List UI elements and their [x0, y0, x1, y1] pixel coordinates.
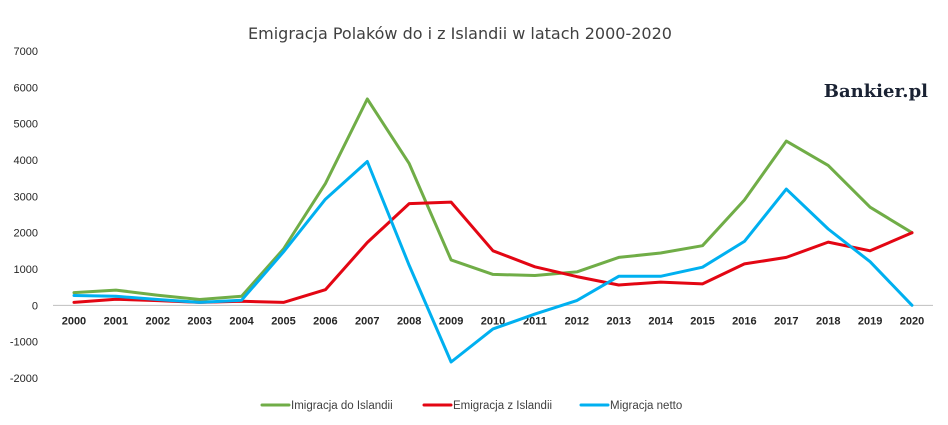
- x-tick-label: 2003: [187, 315, 211, 327]
- chart-title: Emigracja Polaków do i z Islandii w lata…: [248, 24, 672, 43]
- x-tick-label: 2017: [774, 315, 798, 327]
- y-tick-label: 1000: [14, 264, 38, 276]
- y-tick-label: -1000: [10, 337, 38, 349]
- y-tick-label: -2000: [10, 373, 38, 385]
- y-tick-label: 7000: [14, 46, 38, 58]
- x-tick-label: 2020: [900, 315, 924, 327]
- y-tick-label: 0: [32, 300, 38, 312]
- x-tick-label: 2014: [648, 315, 673, 327]
- x-tick-label: 2012: [565, 315, 589, 327]
- x-tick-label: 2008: [397, 315, 421, 327]
- x-tick-label: 2001: [104, 315, 128, 327]
- x-tick-label: 2011: [523, 315, 547, 327]
- y-tick-label: 3000: [14, 191, 38, 203]
- y-axis-tick-labels: 7000 6000 5000 4000 3000 2000 1000 0 -1000 -2000: [10, 46, 38, 385]
- x-tick-label: 2002: [146, 315, 170, 327]
- y-tick-label: 5000: [14, 119, 38, 131]
- legend-label: Emigracja z Islandii: [453, 400, 552, 412]
- series-line-1: [72, 97, 914, 301]
- x-tick-label: 2004: [229, 315, 254, 327]
- legend-label: Migracja netto: [610, 400, 682, 412]
- x-tick-label: 2013: [606, 315, 630, 327]
- x-tick-label: 2015: [690, 315, 714, 327]
- x-tick-label: 2006: [313, 315, 337, 327]
- legend-label: Imigracja do Islandii: [291, 400, 393, 412]
- x-axis-tick-labels: 2000 2001 2002 2003 2004 2005 2006 2007 2008 2009…: [62, 315, 925, 327]
- x-tick-label: 2009: [439, 315, 463, 327]
- series-line-3: [72, 160, 914, 364]
- y-tick-label: 4000: [14, 155, 38, 167]
- x-tick-label: 2018: [816, 315, 840, 327]
- y-tick-label: 2000: [14, 228, 38, 240]
- x-tick-label: 2007: [355, 315, 379, 327]
- x-tick-label: 2005: [271, 315, 295, 327]
- legend: Imigracja do Islandii Emigracja z Islandi…: [260, 400, 682, 412]
- x-tick-label: 2010: [481, 315, 505, 327]
- y-tick-label: 6000: [14, 82, 38, 94]
- x-tick-label: 2016: [732, 315, 756, 327]
- series-line-2: [72, 200, 914, 304]
- bankier-logo: Bankier.pl: [824, 81, 928, 102]
- series-lines: [72, 97, 914, 364]
- x-tick-label: 2000: [62, 315, 86, 327]
- x-tick-label: 2019: [858, 315, 882, 327]
